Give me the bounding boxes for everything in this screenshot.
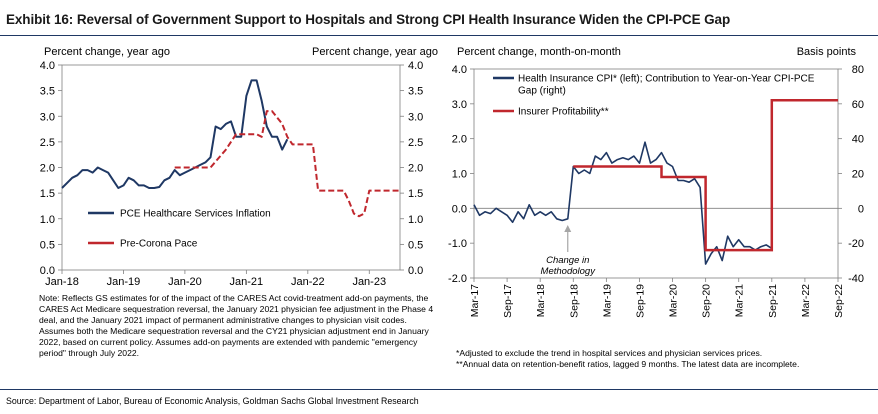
xtick-label: Mar-20 <box>668 284 680 317</box>
right-ytick-label: 20 <box>852 169 864 181</box>
right-ytick-label: -40 <box>848 273 864 285</box>
left-ytick-label: 2.0 <box>452 134 467 146</box>
xtick-label: Jan-18 <box>45 276 79 288</box>
left-ytick-label: 4.0 <box>40 60 55 72</box>
pce-healthcare-line <box>61 79 289 189</box>
left-ytick-label: 1.5 <box>40 188 55 200</box>
left-ytick-label: 0.5 <box>40 239 55 251</box>
xtick-label: Sep-21 <box>767 284 779 318</box>
right-ytick-label: -20 <box>848 238 864 250</box>
annotation-line: Methodology <box>541 266 597 277</box>
pre-corona-pace-line <box>174 110 400 218</box>
right-note-1: *Adjusted to exclude the trend in hospit… <box>456 348 763 358</box>
left-ytick-label: 0.0 <box>452 203 467 215</box>
left-ytick-label: -1.0 <box>448 238 467 250</box>
right-ytick-label: 0.0 <box>408 265 423 277</box>
right-chart-notes: *Adjusted to exclude the trend in hospit… <box>456 348 876 370</box>
right-ytick-label: 2.0 <box>408 163 423 175</box>
xtick-label: Jan-19 <box>107 276 141 288</box>
legend-label: Health Insurance CPI* (left); Contributi… <box>518 74 815 97</box>
xtick-label: Sep-18 <box>568 284 580 318</box>
right-chart-plot: -2.0 -1.0 0.0 1.0 2.0 3.0 4.0 -40 -20 0 20 40 60 80 Ma… <box>448 64 864 318</box>
left-chart-plot: 0.0 0.0 0.5 0.5 1.0 1.0 1.5 1.5 2.0 2.0 2.5 2.5 3.0 3… <box>40 60 424 288</box>
title-divider <box>0 35 878 36</box>
left-ytick-label: 2.0 <box>40 163 55 175</box>
xtick-label: Jan-23 <box>352 276 386 288</box>
annotation-text: Change in Methodology <box>541 255 597 277</box>
right-ytick-label: 0.5 <box>408 239 423 251</box>
right-ytick-label: 0 <box>858 203 864 215</box>
left-ytick-label: 3.5 <box>40 86 55 98</box>
xtick-label: Jan-20 <box>168 276 202 288</box>
left-ytick-label: 2.5 <box>40 137 55 149</box>
xtick-label: Sep-17 <box>502 284 514 318</box>
xtick-label: Sep-22 <box>833 284 845 318</box>
xtick-label: Sep-19 <box>635 284 647 318</box>
legend-label-line: Gap (right) <box>518 86 566 97</box>
right-note-2: **Annual data on retention-benefit ratio… <box>456 359 800 369</box>
left-chart-frame <box>61 64 401 271</box>
legend-label-line: Health Insurance CPI* (left); Contributi… <box>518 74 815 85</box>
xtick-label: Mar-21 <box>734 284 746 317</box>
left-ytick-label: 4.0 <box>452 64 467 76</box>
left-chart-note: Note: Reflects GS estimates for of the i… <box>39 293 434 358</box>
xtick-label: Mar-17 <box>469 284 481 317</box>
xtick-label: Mar-19 <box>601 284 613 317</box>
left-chart-ylabel-right: Percent change, year ago <box>312 46 438 58</box>
legend-label: Insurer Profitability** <box>518 107 609 118</box>
exhibit-title: Exhibit 16: Reversal of Government Suppo… <box>6 12 731 27</box>
annotation-line: Change in <box>546 255 589 266</box>
right-ytick-label: 3.5 <box>408 86 423 98</box>
xtick-label: Mar-22 <box>800 284 812 317</box>
left-ytick-label: 0.0 <box>40 265 55 277</box>
right-ytick-label: 40 <box>852 134 864 146</box>
right-chart-ylabel-left: Percent change, month-on-month <box>457 46 621 58</box>
right-ytick-label: 3.0 <box>408 111 423 123</box>
legend-label: PCE Healthcare Services Inflation <box>120 209 271 220</box>
source-divider <box>0 389 878 390</box>
left-ytick-label: 3.0 <box>452 99 467 111</box>
right-chart-ylabel-right: Basis points <box>797 46 857 58</box>
xtick-label: Mar-18 <box>535 284 547 317</box>
health-insurance-cpi-line <box>473 141 773 265</box>
legend-label: Pre-Corona Pace <box>120 239 198 250</box>
right-ytick-label: 1.5 <box>408 188 423 200</box>
left-ytick-label: 3.0 <box>40 111 55 123</box>
right-ytick-label: 2.5 <box>408 137 423 149</box>
right-ytick-label: 4.0 <box>408 60 423 72</box>
xtick-label: Jan-22 <box>291 276 325 288</box>
xtick-label: Sep-20 <box>701 284 713 318</box>
right-ytick-label: 60 <box>852 99 864 111</box>
right-ytick-label: 80 <box>852 64 864 76</box>
left-ytick-label: -2.0 <box>448 273 467 285</box>
xtick-label: Jan-21 <box>230 276 264 288</box>
annotation-arrow-head <box>564 225 572 232</box>
insurer-profitability-line <box>573 99 838 252</box>
left-chart-ylabel-left: Percent change, year ago <box>44 46 170 58</box>
right-ytick-label: 1.0 <box>408 214 423 226</box>
source-text: Source: Department of Labor, Bureau of E… <box>6 396 419 406</box>
left-ytick-label: 1.0 <box>452 169 467 181</box>
left-ytick-label: 1.0 <box>40 214 55 226</box>
